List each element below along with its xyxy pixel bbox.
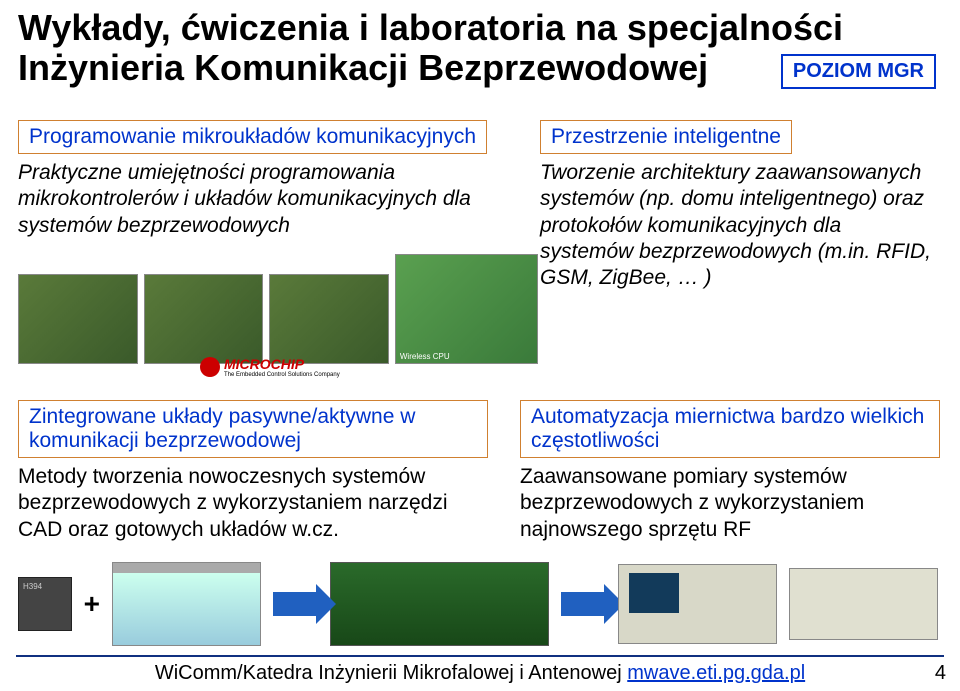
desc-left1: Praktyczne umiejętności programowania mi…: [18, 160, 488, 239]
hardware-images-row1: Wireless CPU: [18, 244, 538, 364]
wireless-module-image: Wireless CPU: [395, 254, 538, 364]
microchip-tagline: The Embedded Control Solutions Company: [224, 372, 340, 378]
desc-right2: Zaawansowane pomiary systemów bezprzewod…: [520, 464, 940, 543]
footer-text: WiComm/Katedra Inżynierii Mikrofalowej i…: [155, 662, 627, 684]
instrument-image: [789, 568, 938, 640]
heading-left1: Programowanie mikroukładów komunikacyjny…: [18, 120, 487, 154]
desc-left2: Metody tworzenia nowoczesnych systemów b…: [18, 464, 488, 543]
heading-left2: Zintegrowane układy pasywne/aktywne w ko…: [18, 400, 488, 458]
board-image: [269, 274, 389, 364]
chip-package-image: [18, 577, 72, 631]
title-line1: Wykłady, ćwiczenia i laboratoria na spec…: [18, 7, 843, 48]
page-number: 4: [935, 662, 946, 685]
arrow-icon: [561, 592, 607, 616]
heading-right1: Przestrzenie inteligentne: [540, 120, 792, 154]
board-image: [144, 274, 264, 364]
footer-link[interactable]: mwave.eti.pg.gda.pl: [627, 662, 805, 684]
hardware-images-row2: +: [18, 560, 938, 648]
arrow-icon: [273, 592, 319, 616]
desc-right1: Tworzenie architektury zaawansowanych sy…: [540, 160, 940, 291]
microchip-logo: MICROCHIP The Embedded Control Solutions…: [200, 356, 340, 378]
board-image: [18, 274, 138, 364]
microchip-icon: [200, 357, 220, 377]
instrument-image: [618, 564, 777, 644]
footer-rule: [16, 655, 944, 657]
pcb-image: [330, 562, 548, 646]
microchip-name: MICROCHIP: [224, 356, 304, 372]
title-line2: Inżynieria Komunikacji Bezprzewodowej: [18, 47, 708, 88]
cad-screenshot-image: [112, 562, 261, 646]
heading-right2: Automatyzacja miernictwa bardzo wielkich…: [520, 400, 940, 458]
level-badge: POZIOM MGR: [781, 54, 936, 89]
plus-symbol: +: [84, 588, 100, 620]
footer: WiComm/Katedra Inżynierii Mikrofalowej i…: [0, 662, 960, 685]
